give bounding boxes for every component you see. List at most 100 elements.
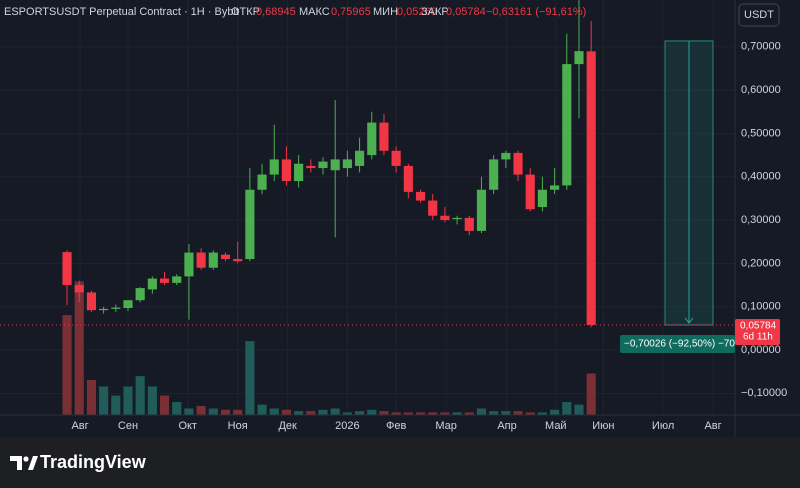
volume-bar [537,412,547,415]
volume-bar [306,411,316,415]
volume-bar [172,402,182,415]
candle-body [220,254,231,260]
background [0,0,800,437]
open-label: ОТКР [231,6,260,18]
volume-bar [294,411,304,415]
candle-body [452,217,462,220]
candle-body [367,122,377,156]
y-tick-label: 0,70000 [741,41,781,53]
volume-bar [196,405,206,415]
candle-body [501,152,511,160]
change-value: −0,63161 (−91,61%) [486,6,586,18]
volume-bar [525,412,535,415]
candle-body [330,159,340,171]
candle-body [281,159,292,182]
measure-label: −0,70026 (−92,50%) −70 [624,339,735,350]
candle-body [294,163,304,182]
x-tick-label: Авг [71,420,88,432]
x-tick-label: Окт [178,420,197,432]
candle-body [342,159,352,169]
measure-arrowhead [684,317,694,324]
candle-body [172,276,182,283]
candle-body [440,215,450,221]
volume-bar [99,386,109,415]
volume-bar [135,376,145,415]
candle-body [379,122,389,151]
y-tick-label: 0,60000 [741,84,781,96]
low-label: МИН [373,6,398,18]
price-label-box [735,318,780,345]
volume-bar [342,412,352,415]
y-tick-label: 0,20000 [741,257,781,269]
volume-bar [355,411,365,415]
candle-body [318,161,328,169]
candle-body [74,285,84,293]
volume-bar [123,386,133,415]
y-tick-label: 0,00000 [741,344,781,356]
candle-body [464,217,474,231]
candle-body [391,150,401,166]
candle-body [62,252,72,286]
volume-bar [281,409,292,415]
candle-body [403,165,413,192]
volume-bar [379,411,389,415]
volume-bar [452,412,462,415]
volume-bar [513,411,523,415]
currency-button[interactable] [738,3,780,27]
volume-bar [464,412,474,415]
candle-body [86,292,96,311]
x-tick-label: Сен [118,420,138,432]
candle-body [99,308,109,311]
volume-bar [111,395,121,415]
symbol: ESPORTSUSDT Perpetual Contract · 1H · By… [4,6,239,18]
x-tick-label: Дек [278,420,297,432]
candle-body [233,259,243,262]
brand: TradingView [40,452,147,472]
y-tick-label: 0,10000 [741,301,781,313]
volume-bar [184,408,194,415]
candle-body [257,174,267,190]
candle-body [159,278,170,283]
candle-body [184,252,194,277]
volume-bar [562,402,572,415]
candle-body [537,189,547,208]
volume-bar [440,412,450,415]
volume-bar [550,409,560,415]
volume-bar [318,409,328,415]
volume-bar [501,411,511,415]
countdown: 6d 11h [743,332,773,343]
candle-body [196,252,206,268]
candle-body [147,278,157,290]
y-tick-label: 0,50000 [741,127,781,139]
logo [10,456,38,470]
close-value: 0,05784 [446,6,486,18]
x-tick-label: Июн [592,420,614,432]
candle-body [111,307,121,309]
volume-bar [269,408,279,415]
x-tick-label: Мар [435,420,457,432]
price-label: 0,05784 [740,321,777,332]
candle-body [245,189,255,260]
volume-bar [257,404,267,415]
open-value: 0,68945 [256,6,296,18]
candle-body [550,185,560,190]
candle-body [415,191,426,201]
x-tick-label: Авг [704,420,721,432]
volume-bar [159,395,170,415]
low-value: 0,05260 [397,6,437,18]
footer [0,437,800,488]
candle-body [135,288,145,301]
currency[interactable]: USDT [744,9,774,21]
volume-bar [476,408,487,415]
volume-bar [428,412,438,415]
volume-bar [586,373,596,415]
volume-bar [403,412,413,415]
x-tick-label: Июл [652,420,674,432]
y-tick-label: 0,30000 [741,214,781,226]
close-label: ЗАКР [421,6,449,18]
candle-body [586,51,596,325]
candle-body [355,150,365,166]
volume-bar [391,412,401,415]
